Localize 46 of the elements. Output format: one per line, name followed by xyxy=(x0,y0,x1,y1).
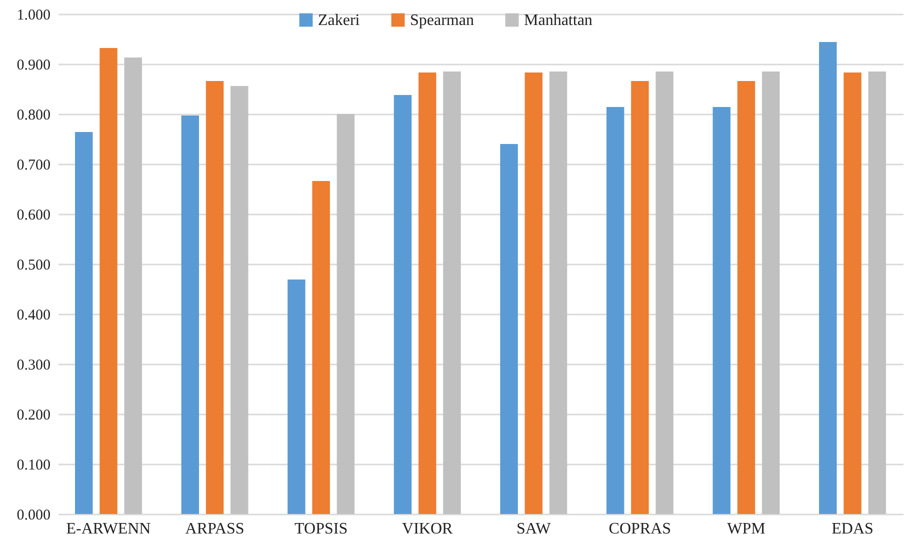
x-tick-label: ARPASS xyxy=(185,520,244,538)
x-tick-label: VIKOR xyxy=(402,520,454,538)
bar xyxy=(712,107,730,514)
y-tick-label: 0.700 xyxy=(16,158,50,174)
bar xyxy=(762,72,780,514)
x-tick-label: TOPSIS xyxy=(294,520,348,538)
y-tick-label: 0.000 xyxy=(16,508,50,524)
bar xyxy=(312,181,330,514)
x-tick-label: SAW xyxy=(516,520,552,538)
bar xyxy=(336,114,355,514)
bar xyxy=(631,81,649,514)
bar xyxy=(524,72,543,514)
bar xyxy=(288,280,306,514)
y-tick-label: 1.000 xyxy=(16,8,50,24)
bar xyxy=(656,72,674,514)
y-tick-label: 0.800 xyxy=(16,108,50,124)
legend-label: Zakeri xyxy=(318,12,360,29)
y-tick-label: 0.100 xyxy=(16,458,50,474)
bar xyxy=(868,72,886,514)
y-tick-label: 0.600 xyxy=(16,208,50,224)
bar xyxy=(500,144,518,514)
y-tick-label: 0.500 xyxy=(16,258,50,274)
bar xyxy=(549,72,568,514)
y-tick-label: 0.900 xyxy=(16,58,50,74)
bar xyxy=(418,72,436,514)
y-tick-label: 0.400 xyxy=(16,308,50,324)
bar xyxy=(206,81,224,514)
legend-label: Spearman xyxy=(410,12,474,29)
bar xyxy=(124,58,142,514)
x-tick-label: E-ARWENN xyxy=(66,520,152,538)
bar xyxy=(443,72,461,514)
bar xyxy=(230,86,248,514)
x-tick-label: EDAS xyxy=(832,520,874,538)
legend-label: Manhattan xyxy=(524,12,592,29)
bar xyxy=(75,132,93,514)
y-tick-label: 0.200 xyxy=(16,408,50,424)
bar xyxy=(100,48,118,514)
bar xyxy=(844,72,862,514)
y-tick-label: 0.300 xyxy=(16,358,50,374)
bar xyxy=(394,95,412,514)
bar xyxy=(606,107,624,514)
bar xyxy=(181,116,200,514)
bar xyxy=(737,81,756,514)
bar xyxy=(819,42,837,514)
x-tick-label: COPRAS xyxy=(608,520,672,538)
x-tick-label: WPM xyxy=(727,520,766,538)
